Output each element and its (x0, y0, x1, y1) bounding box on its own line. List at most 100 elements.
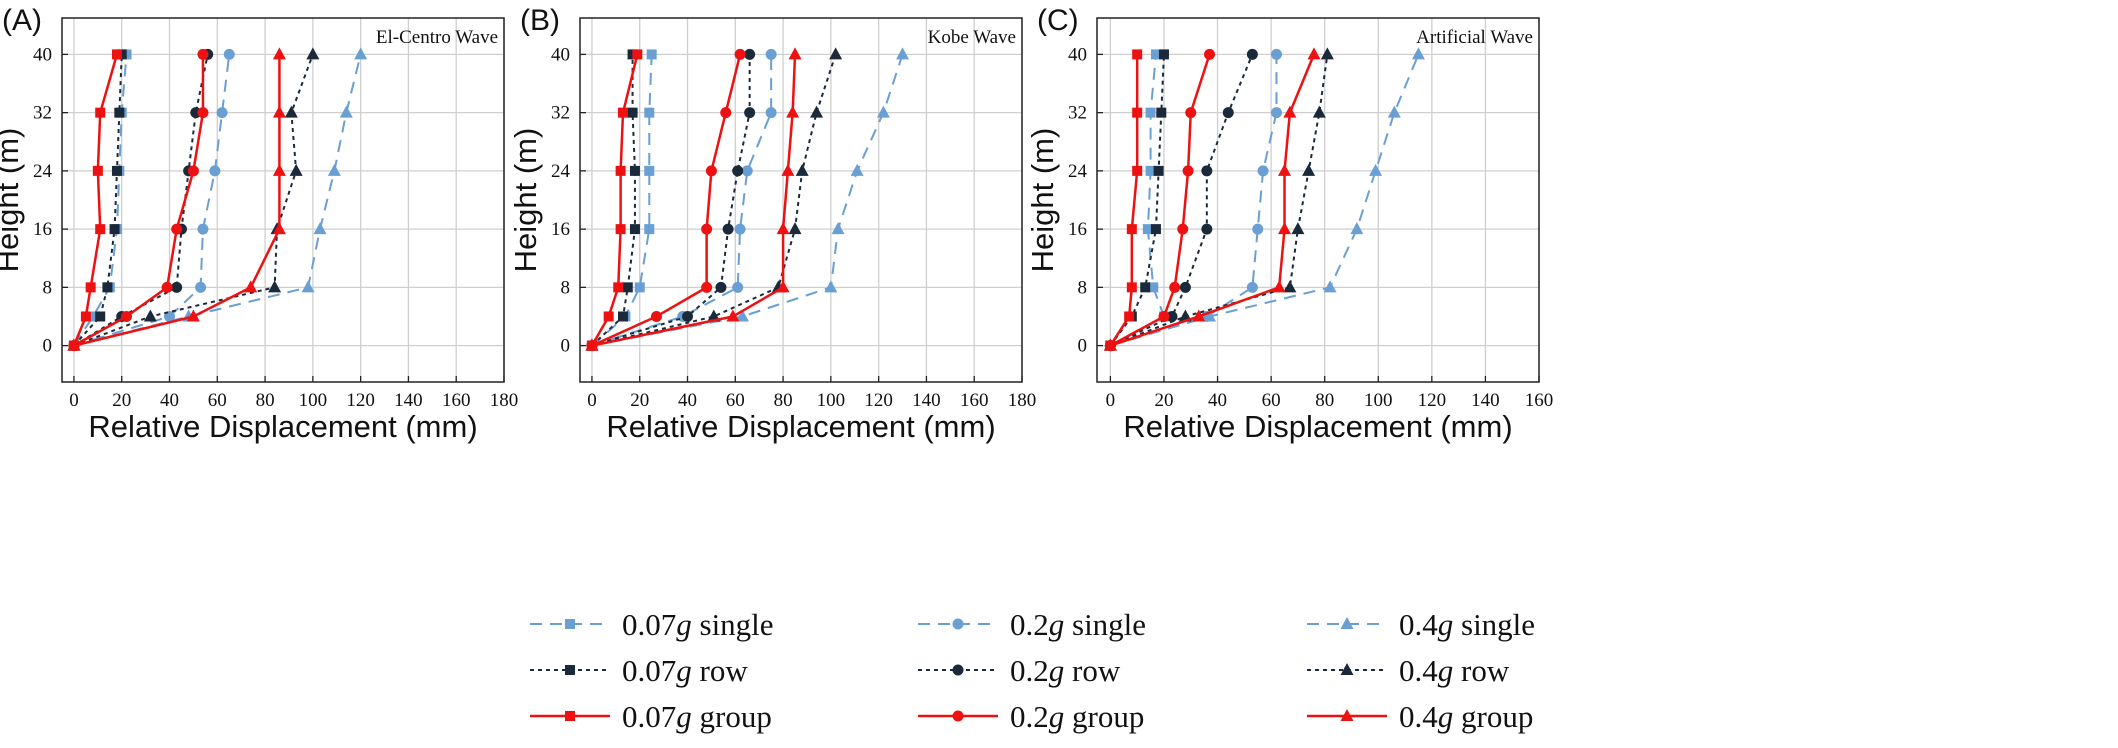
y-tick-label: 16 (551, 219, 570, 240)
data-point-04g-group (272, 47, 286, 60)
series-04g-group (67, 47, 286, 351)
data-point-02g-single (734, 223, 746, 235)
data-point-007g-group (615, 224, 626, 235)
x-tick-label: 120 (1418, 390, 1447, 411)
legend-label: 0.4g row (1399, 653, 1510, 688)
data-point-02g-single (223, 48, 235, 60)
legend-entry: 0.07g group (530, 699, 772, 734)
data-point-007g-row (109, 224, 120, 235)
panel-label: (B) (520, 4, 560, 37)
x-tick-label: 160 (960, 390, 989, 411)
x-axis-title: Relative Displacement (mm) (1123, 409, 1512, 444)
x-tick-label: 100 (1364, 390, 1393, 411)
data-point-02g-row (1246, 48, 1258, 60)
x-tick-label: 60 (1262, 390, 1281, 411)
series-04g-row (585, 47, 843, 351)
legend-entry: 0.4g group (1307, 699, 1533, 734)
x-tick-label: 180 (1008, 390, 1037, 411)
x-tick-label: 40 (160, 390, 179, 411)
data-point-04g-group (726, 309, 740, 322)
data-point-04g-single (831, 222, 845, 235)
data-point-007g-row (629, 165, 640, 176)
data-point-02g-group (1182, 165, 1194, 177)
series-04g-group (585, 47, 802, 351)
data-point-007g-row (1150, 224, 1161, 235)
data-point-04g-single (313, 222, 327, 235)
x-tick-label: 20 (1154, 390, 1173, 411)
y-tick-label: 24 (33, 161, 53, 182)
data-point-02g-single (209, 165, 221, 177)
data-point-007g-single (1142, 224, 1153, 235)
data-point-04g-row (289, 163, 303, 176)
data-point-04g-group (585, 338, 599, 351)
data-point-04g-group (776, 222, 790, 235)
wave-label: Artificial Wave (1416, 27, 1533, 48)
data-point-007g-group (1126, 224, 1137, 235)
x-tick-label: 20 (630, 390, 649, 411)
data-point-04g-row (1320, 47, 1334, 60)
wave-label: Kobe Wave (928, 27, 1016, 48)
panel-label: (C) (1037, 4, 1079, 37)
legend-entry: 0.2g group (918, 699, 1144, 734)
data-point-007g-group (1132, 107, 1143, 118)
data-point-02g-single (765, 48, 777, 60)
series-line-02g-row (73, 54, 209, 347)
x-tick-label: 180 (490, 390, 519, 411)
data-point-02g-single (732, 281, 744, 293)
y-tick-label: 8 (561, 277, 571, 298)
series-02g-single (68, 48, 235, 352)
data-point-04g-row (810, 105, 824, 118)
y-tick-label: 32 (1068, 103, 1087, 124)
series-line-04g-single (1110, 54, 1420, 347)
y-tick-label: 8 (1078, 277, 1088, 298)
data-point-007g-group (80, 311, 91, 322)
data-point-02g-row (1201, 223, 1213, 235)
data-point-02g-group (701, 223, 713, 235)
data-point-02g-single (741, 165, 753, 177)
data-point-04g-single (1350, 222, 1364, 235)
data-point-007g-row (95, 311, 106, 322)
series-007g-group (68, 49, 122, 351)
data-point-007g-row (629, 224, 640, 235)
chart-panel: 0 20 40 60 80 100 120 140 160 0 8 16 24 32 40 (C) Artifi… (1025, 4, 1553, 444)
data-point-02g-single (1270, 48, 1282, 60)
legend-marker (1340, 663, 1354, 675)
wave-label: El-Centro Wave (376, 27, 498, 48)
legend-entry: 0.2g row (918, 653, 1121, 688)
data-point-02g-row (1201, 165, 1213, 177)
legend-entry: 0.2g single (918, 607, 1146, 642)
legend: 0.07g single 0.2g single 0.4g single 0.07g … (530, 607, 1535, 734)
data-point-007g-group (95, 107, 106, 118)
data-point-007g-group (95, 224, 106, 235)
x-tick-label: 40 (1208, 390, 1227, 411)
y-tick-label: 0 (1078, 336, 1088, 357)
x-tick-label: 140 (1471, 390, 1500, 411)
data-point-04g-group (186, 309, 200, 322)
legend-marker (1340, 617, 1354, 629)
data-point-02g-group (701, 281, 713, 293)
series-04g-row (1103, 47, 1334, 351)
data-point-007g-row (1156, 107, 1167, 118)
data-point-04g-single (1369, 163, 1383, 176)
legend-label: 0.07g single (622, 607, 774, 642)
data-point-007g-row (1153, 165, 1164, 176)
x-tick-label: 100 (299, 390, 328, 411)
data-point-02g-single (765, 107, 777, 119)
data-point-02g-row (715, 281, 727, 293)
y-tick-label: 32 (551, 103, 570, 124)
data-point-04g-single (354, 47, 368, 60)
data-point-02g-group (121, 310, 133, 322)
data-point-02g-group (171, 223, 183, 235)
data-point-007g-single (88, 311, 99, 322)
panel-label: (A) (2, 4, 42, 37)
x-tick-label: 160 (1525, 390, 1554, 411)
y-tick-label: 16 (33, 219, 52, 240)
data-point-02g-row (1179, 281, 1191, 293)
data-point-007g-row (114, 107, 125, 118)
data-point-04g-group (272, 163, 286, 176)
legend-marker (952, 710, 964, 722)
data-point-04g-group (786, 105, 800, 118)
series-line-04g-row (73, 54, 314, 347)
data-point-007g-group (92, 165, 103, 176)
x-tick-label: 80 (774, 390, 793, 411)
